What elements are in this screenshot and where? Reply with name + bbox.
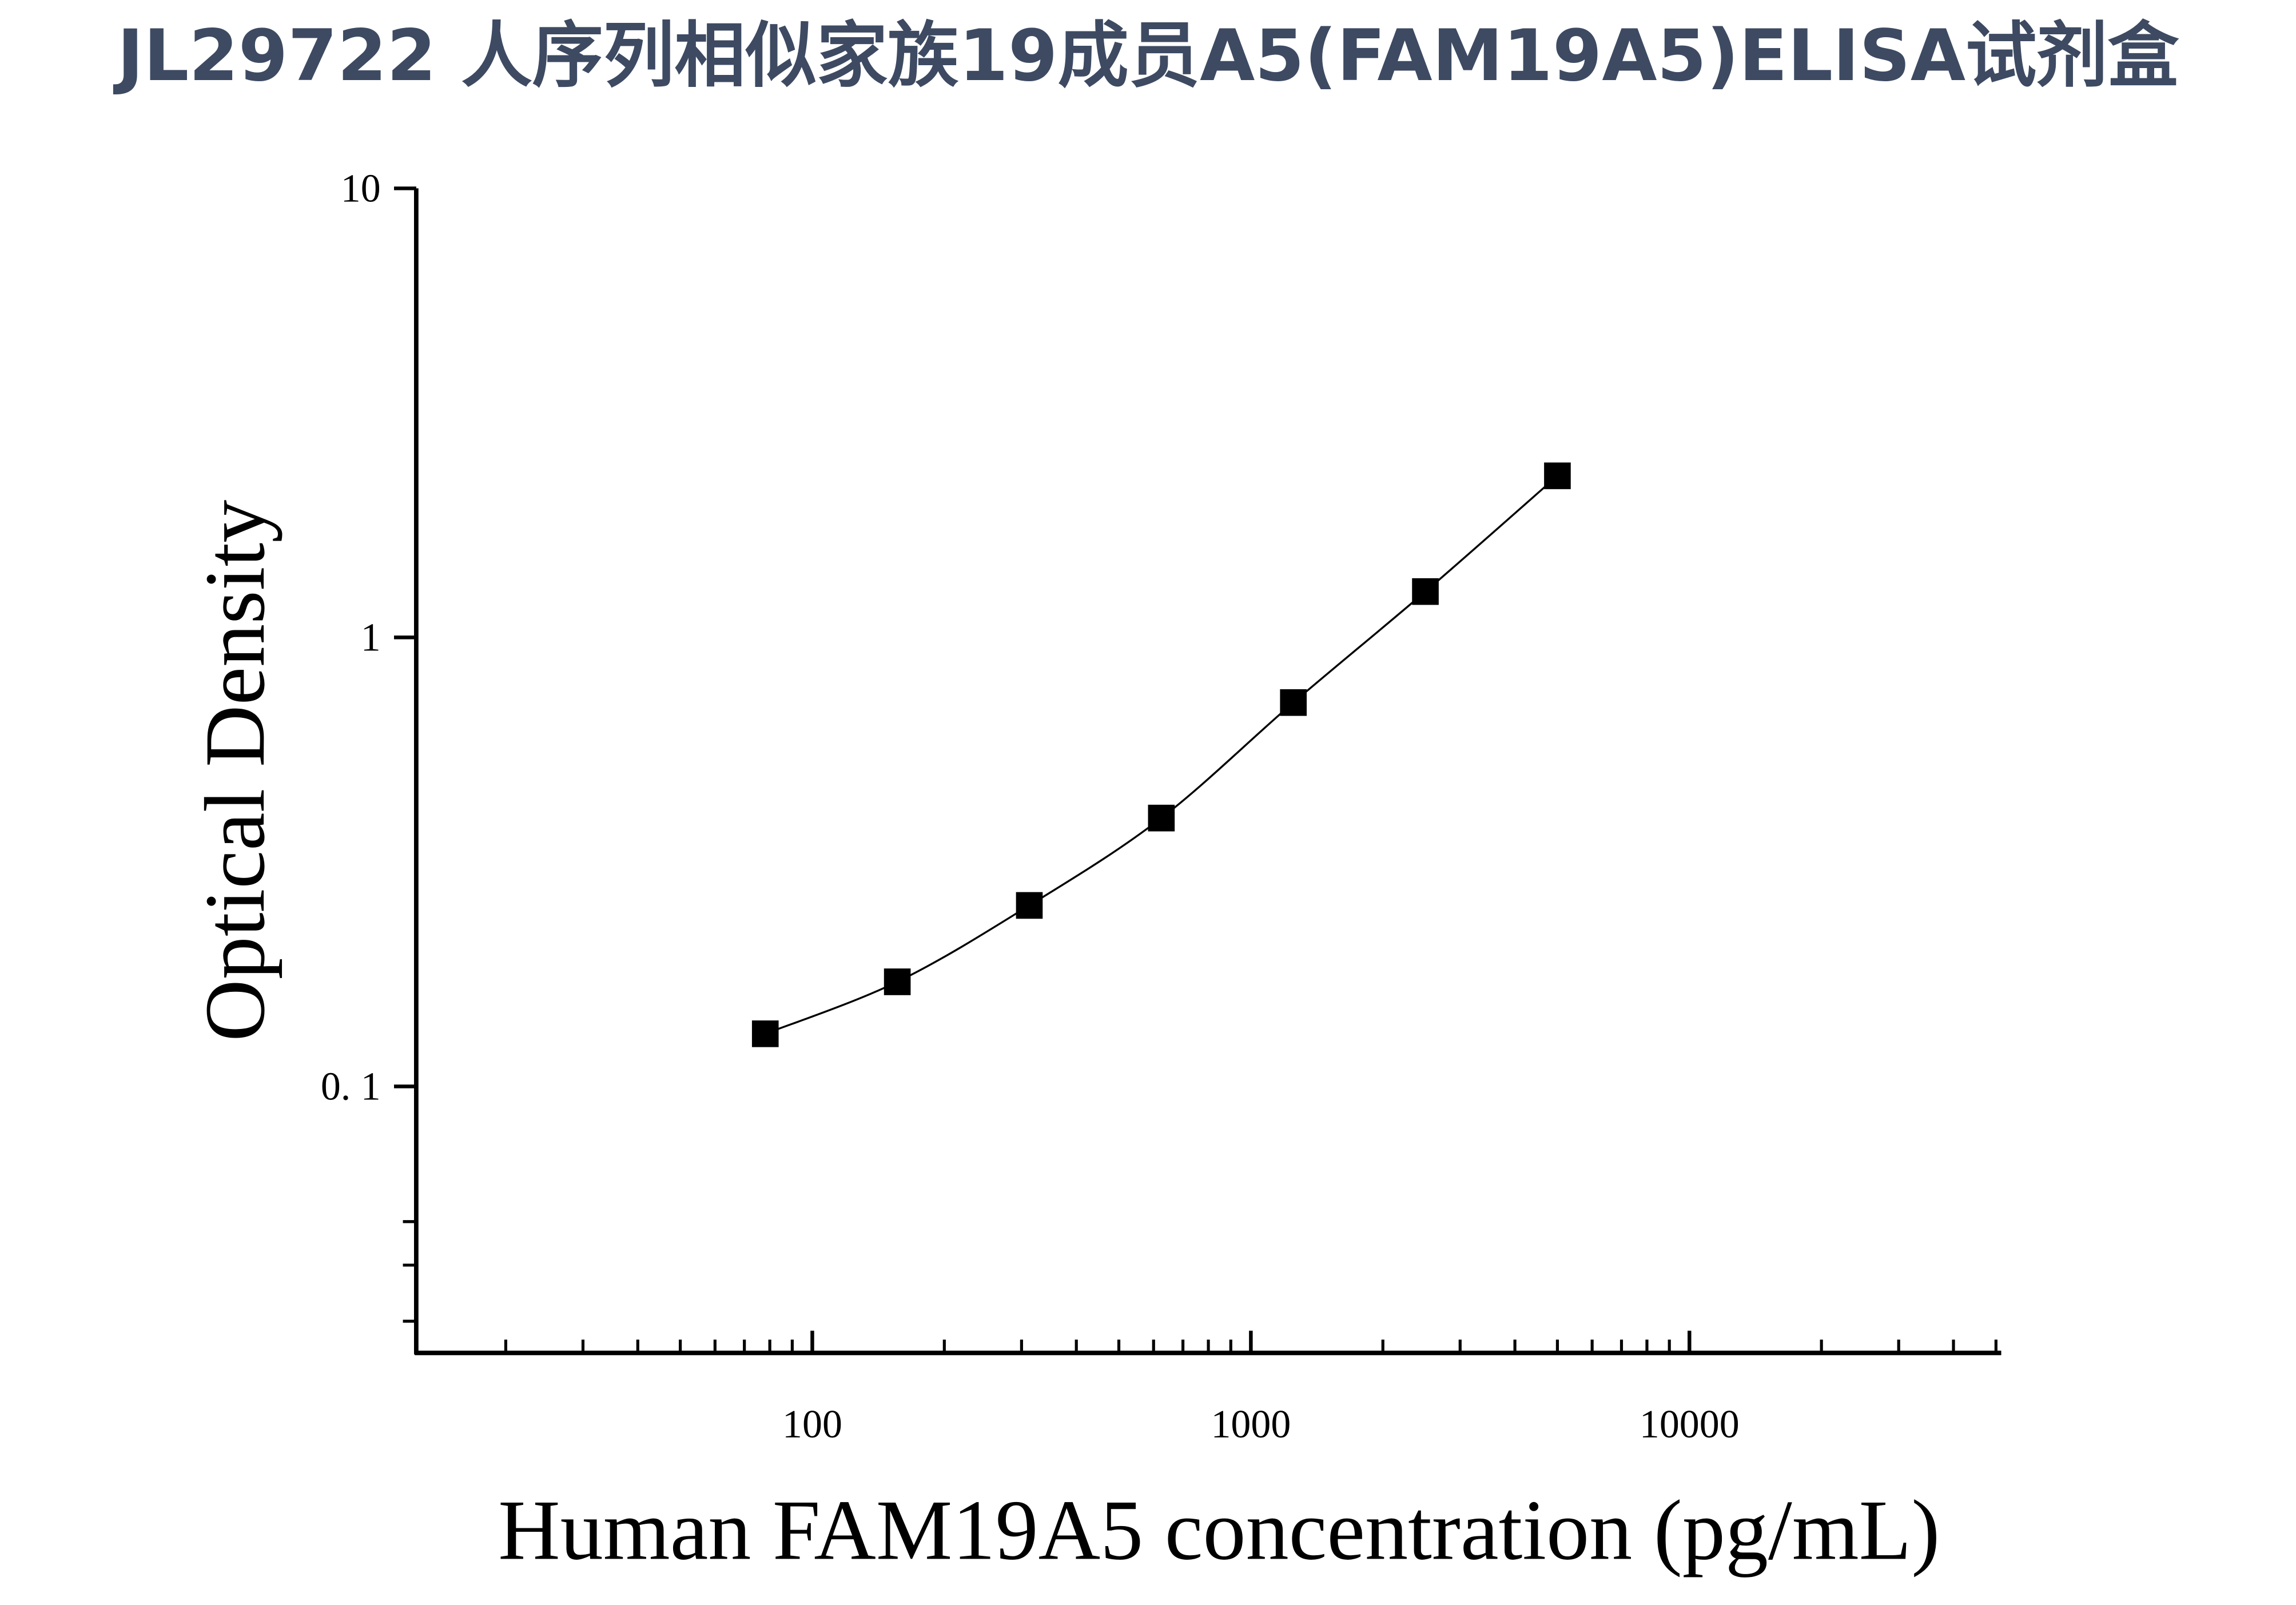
- data-point: [1148, 804, 1175, 832]
- y-tick-label: 1: [361, 616, 381, 660]
- y-axis-label: Optical Density: [188, 500, 282, 1042]
- y-tick-label: 0. 1: [321, 1065, 381, 1109]
- chart-title: JL29722 人序列相似家族19成员A5(FAM19A5)ELISA试剂盒: [113, 15, 2179, 97]
- data-point: [751, 1020, 779, 1047]
- x-axis-label: Human FAM19A5 concentration (pg/mL): [498, 1483, 1940, 1578]
- data-point: [1412, 578, 1439, 605]
- y-tick-label: 10: [341, 167, 381, 211]
- data-point: [1016, 892, 1043, 919]
- x-tick-label: 1000: [1211, 1403, 1291, 1447]
- data-point: [1280, 689, 1307, 716]
- data-point: [1544, 462, 1571, 490]
- x-tick-label: 100: [782, 1403, 842, 1447]
- data-point: [884, 968, 911, 995]
- x-tick-label: 10000: [1640, 1403, 1740, 1447]
